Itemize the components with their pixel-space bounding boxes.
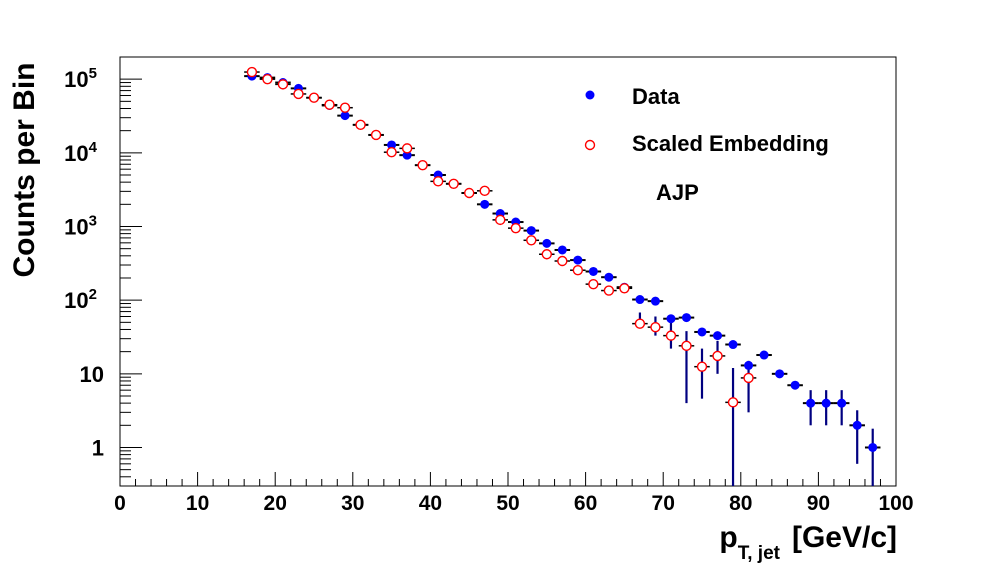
y-tick-label: 104 (64, 139, 97, 166)
x-tick-label: 70 (652, 492, 675, 515)
embedding-point (386, 147, 397, 158)
embedding-point (355, 119, 366, 131)
embedding-point (743, 372, 754, 384)
embedding-point (262, 73, 273, 85)
data-point (775, 369, 785, 379)
embedding-point (479, 185, 490, 197)
embedding-point (495, 214, 506, 226)
embedding-point (650, 321, 661, 333)
data-point (713, 331, 723, 341)
data-point (650, 296, 660, 306)
data-point (868, 442, 878, 452)
data-point (588, 266, 598, 276)
embedding-point (727, 397, 739, 408)
embedding-point (308, 92, 320, 103)
data-marks (244, 66, 881, 486)
embedding-point (339, 102, 351, 113)
data-point (480, 199, 490, 209)
x-tick-label: 0 (114, 492, 126, 515)
y-tick-label: 105 (64, 65, 97, 92)
embedding-point (712, 350, 723, 362)
embedding-point (464, 187, 475, 199)
data-point (697, 327, 707, 337)
data-point (837, 398, 847, 408)
embedding-point (541, 249, 552, 260)
annotation-ajp: AJP (656, 180, 699, 205)
embedding-point (634, 318, 646, 329)
x-tick-label: 20 (264, 492, 287, 515)
x-tick-label: 60 (574, 492, 597, 515)
x-axis-title-subscript: T, jet (738, 543, 781, 564)
embedding-point (401, 143, 413, 154)
embedding-point (293, 88, 304, 100)
y-tick-label: 102 (64, 286, 97, 313)
data-point (790, 380, 800, 390)
plot-frame (119, 56, 897, 487)
x-tick-label: 10 (186, 492, 209, 515)
data-point (526, 226, 536, 236)
embedding-point (526, 235, 537, 246)
data-point (604, 272, 614, 282)
y-axis-title: Counts per Bin (8, 63, 41, 278)
embedding-point (448, 178, 459, 189)
legend-marker-embedding (584, 139, 596, 151)
x-tick-label: 30 (341, 492, 364, 515)
embedding-point (557, 255, 568, 267)
embedding-point (510, 222, 521, 234)
embedding-point (681, 340, 692, 352)
y-tick-label: 103 (64, 212, 97, 239)
embedding-point (246, 66, 258, 78)
x-axis-title-main: p (719, 521, 737, 554)
embedding-point (417, 159, 428, 171)
legend-label-embedding: Scaled Embedding (632, 131, 829, 156)
embedding-point (619, 283, 630, 294)
embedding-point (324, 99, 335, 110)
x-tick-label: 100 (878, 492, 913, 515)
data-point (806, 398, 816, 408)
embedding-point (696, 361, 708, 372)
data-point (542, 238, 552, 248)
data-point (340, 111, 350, 121)
embedding-point (370, 129, 382, 141)
x-tick-label: 80 (729, 492, 752, 515)
y-tick-label: 10 (80, 362, 104, 387)
x-tick-label: 40 (419, 492, 442, 515)
embedding-point (665, 330, 677, 341)
data-point (852, 420, 862, 430)
legend-marker-data (585, 90, 595, 100)
embedding-point (572, 265, 584, 276)
data-point (573, 255, 583, 265)
axis-ticks (119, 56, 897, 487)
data-point (821, 398, 831, 408)
data-point (666, 314, 676, 324)
data-point (759, 350, 769, 360)
data-point (557, 245, 567, 255)
legend: Data Scaled Embedding AJP (584, 84, 829, 205)
data-point (635, 295, 645, 305)
data-point (387, 140, 397, 150)
embedding-point (432, 176, 444, 187)
x-tick-label: 50 (496, 492, 519, 515)
legend-label-data: Data (632, 84, 680, 109)
x-axis-title-unit: [GeV/c] (792, 521, 897, 554)
embedding-point (588, 278, 599, 290)
data-point (681, 313, 691, 323)
embedding-point (277, 79, 289, 90)
y-tick-label: 1 (92, 435, 104, 460)
data-point (744, 360, 754, 370)
x-tick-label: 90 (807, 492, 830, 515)
embedding-point (603, 285, 615, 296)
x-axis-title: pT, jet [GeV/c] (719, 521, 897, 564)
data-point (728, 340, 738, 350)
